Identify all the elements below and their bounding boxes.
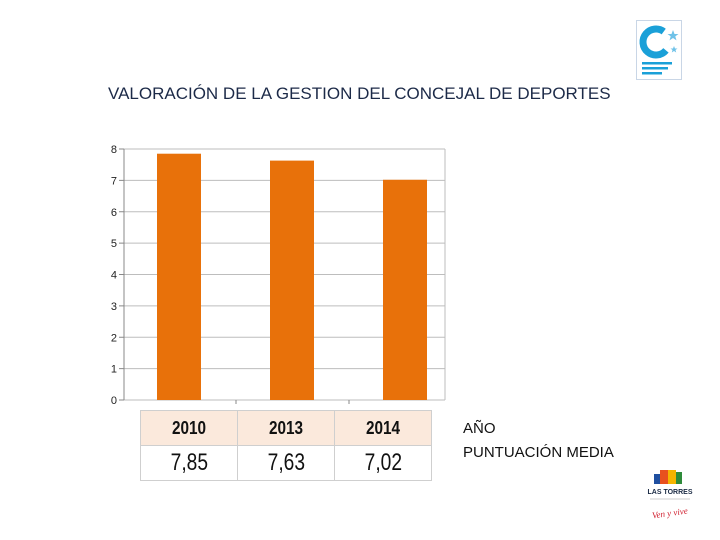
party-logo (636, 20, 682, 80)
y-tick-label: 6 (111, 207, 117, 219)
bar-2013 (270, 160, 314, 400)
town-logo: LAS TORRES Ven y vive (648, 470, 693, 521)
y-tick-label: 2 (111, 332, 117, 344)
table-cell-value: 7,85 (140, 445, 238, 481)
table-cell-year: 2013 (237, 410, 335, 446)
table-label-year: AÑO (463, 420, 496, 437)
y-tick-label: 1 (111, 364, 117, 376)
y-axis: 0 1 2 3 4 5 6 7 8 (111, 144, 446, 407)
table-label-score: PUNTUACIÓN MEDIA (463, 444, 614, 461)
y-tick-label: 8 (111, 144, 117, 156)
table-row-values: 7,85 7,63 7,02 (140, 445, 432, 481)
bars (157, 153, 427, 400)
table-row-years: 2010 2013 2014 (140, 410, 432, 446)
bar-2010 (157, 153, 201, 400)
table-cell-value: 7,02 (334, 445, 432, 481)
y-tick-label: 5 (111, 238, 117, 250)
y-tick-label: 3 (111, 301, 117, 313)
town-logo-name: LAS TORRES (648, 489, 693, 496)
y-tick-label: 0 (111, 395, 117, 407)
table-cell-year: 2014 (334, 410, 432, 446)
y-tick-label: 7 (111, 175, 117, 187)
town-logo-slogan: Ven y vive (651, 506, 688, 521)
table-cell-value: 7,63 (237, 445, 335, 481)
data-table: 2010 2013 2014 7,85 7,63 7,02 (140, 410, 432, 481)
chart-title: VALORACIÓN DE LA GESTION DEL CONCEJAL DE… (108, 84, 611, 103)
y-tick-label: 4 (111, 270, 117, 282)
bar-2014 (383, 179, 427, 400)
table-cell-year: 2010 (140, 410, 238, 446)
